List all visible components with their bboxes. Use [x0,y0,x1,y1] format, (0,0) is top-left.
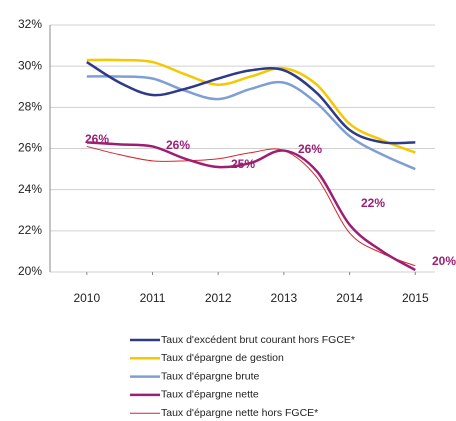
y-tick-label: 26% [18,141,42,155]
series-line [86,58,416,154]
legend-label: Taux d'épargne de gestion [161,352,284,364]
annotation: 26% [85,132,109,146]
legend-label: Taux d'épargne brute [161,370,259,382]
series-line [86,60,416,145]
series-line [86,75,416,171]
annotation: 26% [166,138,190,152]
y-tick-label: 20% [18,264,42,278]
legend-label: Taux d'épargne nette hors FGCE* [161,407,318,419]
x-tick-label: 2015 [402,291,429,305]
legend-label: Taux d'épargne nette [161,389,259,401]
series-line [86,145,416,267]
x-tick-label: 2012 [205,291,232,305]
annotation: 26% [298,142,322,156]
y-tick-label: 28% [18,100,42,114]
annotation: 20% [432,254,456,268]
x-tick-label: 2010 [73,291,100,305]
y-tick-label: 32% [18,17,42,31]
y-tick-label: 30% [18,58,42,72]
x-tick-label: 2011 [140,291,166,305]
legend-label: Taux d'excédent brut courant hors FGCE* [161,334,355,346]
x-tick-label: 2013 [271,291,298,305]
series-line [86,141,416,272]
x-tick-label: 2014 [336,291,363,305]
y-tick-label: 22% [18,223,42,237]
annotation: 25% [231,157,255,171]
y-tick-label: 24% [18,182,42,196]
legend: Taux d'excédent brut courant hors FGCE* T… [130,334,355,419]
annotation: 22% [361,196,385,210]
